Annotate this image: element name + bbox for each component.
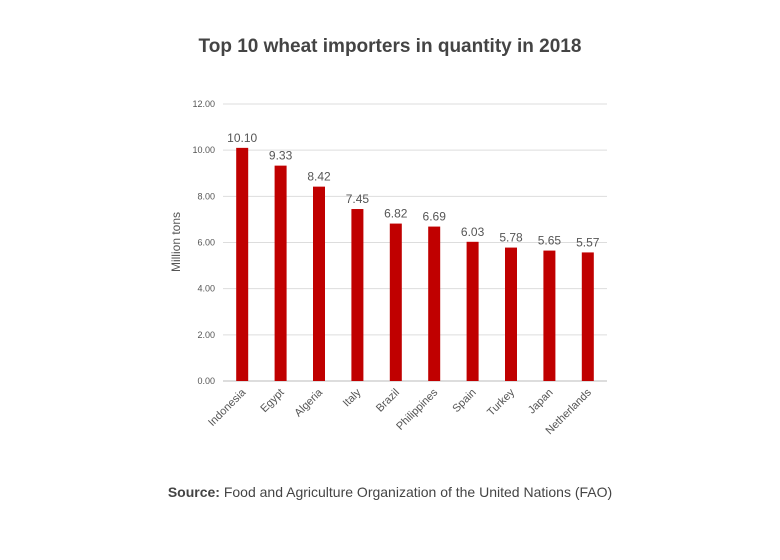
x-tick-label: Brazil [374,387,402,415]
x-tick-label: Italy [341,386,364,409]
x-tick-label: Turkey [485,386,517,418]
x-tick-label: Philippines [394,386,440,432]
data-label: 10.10 [227,131,257,145]
y-tick-label: 2.00 [197,330,215,340]
data-label: 9.33 [269,149,293,163]
data-label: 5.57 [576,235,600,249]
source-text: Food and Agriculture Organization of the… [223,484,613,500]
x-tick-label: Egypt [258,387,286,415]
bar [351,209,364,381]
bar [428,226,441,381]
data-label: 6.03 [461,225,485,239]
x-tick-label: Spain [450,387,478,415]
data-label: 8.42 [307,170,331,184]
y-tick-label: 10.00 [192,145,215,155]
x-tick-label: Algeria [292,386,325,419]
y-tick-label: 8.00 [197,191,215,201]
source-label: Source: [167,484,220,500]
y-tick-label: 12.00 [192,99,215,109]
bar [466,241,479,381]
chart-title: Top 10 wheat importers in quantity in 20… [198,36,582,57]
source-note: Source: Food and Agriculture Organizatio… [0,484,780,500]
data-label: 6.82 [384,207,408,221]
y-axis-label: Million tons [169,212,183,272]
y-tick-label: 0.00 [197,376,215,386]
bar [236,147,249,381]
data-label: 6.69 [423,210,447,224]
data-label: 5.78 [499,231,523,245]
y-tick-label: 6.00 [197,238,215,248]
bar [505,247,517,381]
bar [543,250,556,381]
data-label: 7.45 [346,192,370,206]
y-tick-label: 4.00 [197,284,215,294]
x-tick-label: Indonesia [206,386,249,429]
data-label: 5.65 [538,234,562,248]
bar [581,252,594,381]
bar [389,223,402,381]
x-tick-label: Japan [526,387,556,417]
bar [274,165,287,381]
bar [313,186,325,381]
